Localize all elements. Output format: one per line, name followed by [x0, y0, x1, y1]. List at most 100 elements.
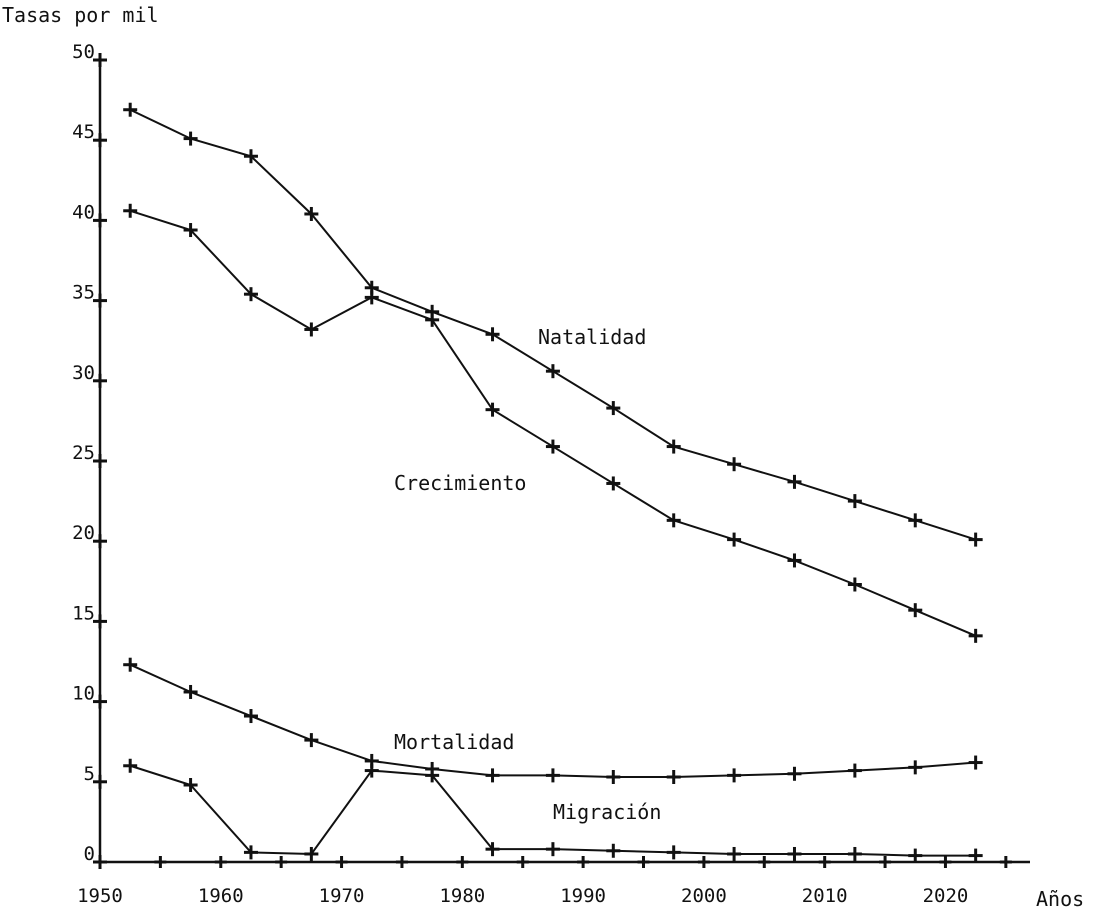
data-point — [727, 768, 742, 783]
x-tick-label: 1990 — [560, 885, 606, 907]
y-tick-mark — [93, 53, 107, 67]
data-point — [425, 768, 440, 783]
y-tick-mark — [93, 534, 107, 549]
data-point — [545, 439, 560, 454]
data-point — [787, 553, 802, 568]
y-tick-label: 15 — [72, 602, 95, 624]
data-point — [123, 203, 138, 218]
data-point — [666, 513, 681, 528]
x-tick-mark — [637, 856, 650, 868]
series-label-mortalidad: Mortalidad — [394, 730, 514, 754]
data-point — [123, 102, 138, 117]
x-tick-label: 2010 — [802, 885, 848, 907]
x-tick-mark — [697, 856, 710, 868]
data-point — [968, 628, 983, 643]
data-point — [545, 768, 560, 783]
data-point — [364, 290, 379, 305]
data-point — [243, 149, 258, 164]
data-point — [968, 532, 983, 547]
data-point — [727, 457, 742, 472]
y-tick-mark — [93, 454, 107, 468]
data-point — [727, 846, 742, 861]
x-tick-mark — [335, 856, 348, 868]
data-point — [787, 846, 802, 861]
data-point — [183, 223, 198, 238]
y-tick-mark — [93, 373, 107, 388]
x-tick-mark — [456, 856, 469, 868]
data-point — [606, 843, 621, 858]
data-point — [304, 846, 319, 861]
y-tick-label: 35 — [72, 282, 95, 304]
data-point — [908, 513, 923, 528]
data-point — [968, 755, 983, 770]
series-line — [129, 663, 976, 778]
series-3 — [123, 758, 983, 863]
x-tick-mark — [818, 856, 831, 868]
x-tick-label: 1980 — [439, 885, 485, 907]
data-point — [787, 766, 802, 781]
x-tick-mark — [577, 856, 590, 868]
y-tick-label: 10 — [72, 683, 95, 705]
data-point — [304, 733, 319, 748]
series-labels: Natalidad Crecimiento Mortalidad Migraci… — [394, 325, 661, 824]
y-tick-label: 20 — [72, 522, 95, 544]
y-tick-mark — [93, 293, 107, 308]
data-point — [243, 845, 258, 860]
series-layer — [123, 102, 983, 863]
y-tick-mark — [93, 213, 107, 228]
data-point — [606, 476, 621, 491]
data-point — [123, 657, 138, 672]
x-tick-label: 2000 — [681, 885, 727, 907]
data-point — [606, 401, 621, 416]
y-tick-label: 45 — [72, 121, 95, 143]
x-tick-mark — [154, 856, 167, 868]
data-point — [847, 494, 862, 509]
x-tick-label: 1960 — [198, 885, 244, 907]
data-point — [606, 769, 621, 784]
data-point — [243, 709, 258, 724]
series-1 — [123, 203, 983, 643]
data-point — [787, 474, 802, 489]
series-label-natalidad: Natalidad — [538, 325, 646, 349]
x-tick-label: 1970 — [319, 885, 365, 907]
data-point — [485, 327, 500, 342]
series-0 — [123, 102, 983, 547]
axes: 0 5 10 15 20 25 30 35 40 45 50 1950 1960 1970 1980 1990… — [72, 41, 1030, 907]
data-point — [847, 763, 862, 778]
data-point — [364, 763, 379, 778]
data-point — [666, 845, 681, 860]
data-point — [183, 778, 198, 793]
data-point — [847, 577, 862, 592]
data-point — [485, 402, 500, 417]
data-point — [968, 848, 983, 863]
x-tick-mark — [516, 856, 529, 868]
series-line — [129, 209, 977, 637]
y-tick-label: 5 — [84, 763, 95, 785]
y-tick-label: 50 — [72, 41, 95, 63]
data-point — [908, 760, 923, 775]
x-tick-mark — [214, 856, 227, 868]
data-point — [304, 322, 319, 337]
x-axis-label: Años — [1036, 887, 1084, 911]
x-tick-mark — [999, 856, 1012, 868]
data-point — [304, 206, 319, 221]
x-tick-mark — [94, 856, 106, 868]
x-tick-mark — [275, 856, 288, 868]
y-tick-label: 25 — [72, 442, 95, 464]
x-tick-mark — [758, 856, 771, 868]
x-tick-label: 1950 — [77, 885, 123, 907]
data-point — [183, 684, 198, 699]
y-tick-mark — [93, 614, 107, 629]
data-point — [425, 312, 440, 327]
data-point — [485, 768, 500, 783]
data-point — [666, 439, 681, 454]
data-point — [123, 758, 138, 773]
x-tick-mark — [939, 856, 952, 868]
data-point — [908, 848, 923, 863]
data-point — [545, 364, 560, 379]
y-axis-label: Tasas por mil — [2, 3, 159, 27]
data-point — [183, 131, 198, 146]
series-label-crecimiento: Crecimiento — [394, 471, 526, 495]
x-tick-mark — [395, 856, 408, 868]
